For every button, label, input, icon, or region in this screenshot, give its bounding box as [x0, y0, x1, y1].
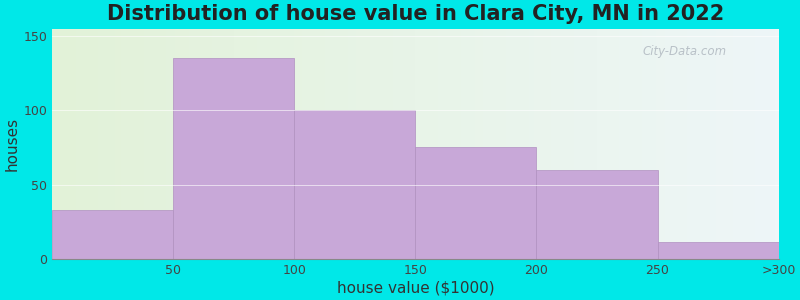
Bar [658, 242, 778, 259]
Bar [52, 210, 173, 259]
X-axis label: house value ($1000): house value ($1000) [337, 281, 494, 296]
Bar [537, 170, 658, 259]
Bar [173, 58, 294, 259]
Bar [294, 110, 415, 259]
Text: City-Data.com: City-Data.com [642, 45, 726, 58]
Title: Distribution of house value in Clara City, MN in 2022: Distribution of house value in Clara Cit… [106, 4, 724, 24]
Y-axis label: houses: houses [4, 117, 19, 171]
Bar [415, 147, 537, 259]
